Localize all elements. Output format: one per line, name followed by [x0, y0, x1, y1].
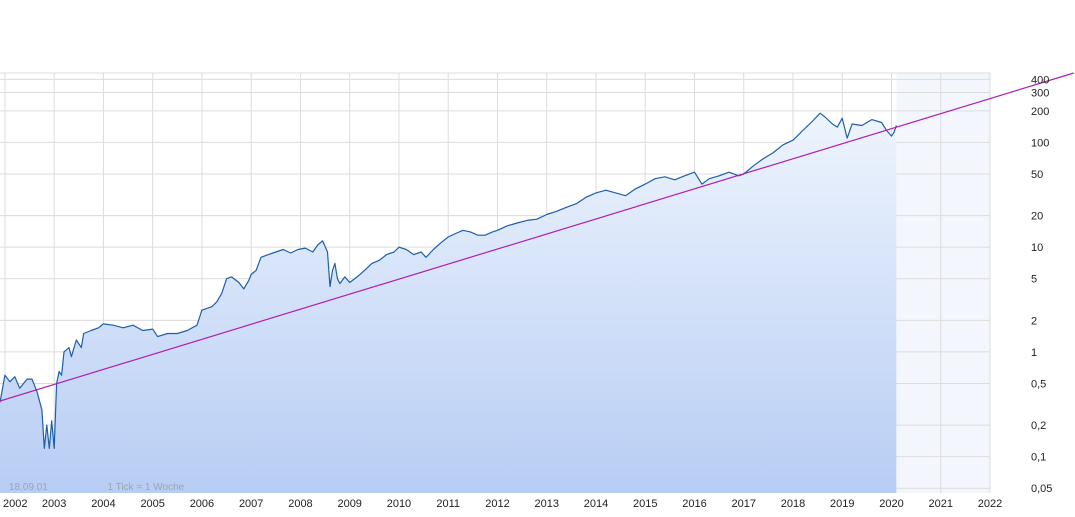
x-tick-label: 2016: [682, 498, 706, 510]
x-tick-label: 2012: [485, 498, 509, 510]
x-tick-label: 2017: [731, 498, 755, 510]
chart-annotation: 18.09.01: [9, 482, 48, 493]
trend-line: [0, 72, 1074, 402]
y-tick-label: 100: [1031, 137, 1049, 149]
y-tick-label: 50: [1031, 169, 1043, 181]
x-tick-label: 2002: [3, 498, 27, 510]
x-tick-label: 2013: [534, 498, 558, 510]
x-tick-label: 2008: [288, 498, 312, 510]
y-tick-label: 1: [1031, 347, 1037, 359]
x-tick-label: 2010: [387, 498, 411, 510]
y-tick-label: 0,5: [1031, 378, 1046, 390]
y-tick-label: 200: [1031, 106, 1049, 118]
x-tick-label: 2019: [830, 498, 854, 510]
y-tick-label: 0,05: [1031, 483, 1052, 495]
y-tick-label: 400: [1031, 74, 1049, 86]
y-tick-label: 300: [1031, 87, 1049, 99]
x-tick-label: 2003: [42, 498, 66, 510]
y-tick-label: 20: [1031, 211, 1043, 223]
x-tick-label: 2011: [436, 498, 460, 510]
x-tick-label: 2015: [633, 498, 657, 510]
x-tick-label: 2022: [978, 498, 1002, 510]
y-tick-label: 2: [1031, 315, 1037, 327]
future-region: [896, 73, 990, 493]
x-tick-label: 2006: [190, 498, 214, 510]
x-tick-label: 2007: [239, 498, 263, 510]
x-tick-label: 2020: [879, 498, 903, 510]
y-tick-label: 5: [1031, 274, 1037, 286]
x-tick-label: 2005: [140, 498, 164, 510]
chart-annotation: 1 Tick = 1 Woche: [107, 482, 184, 493]
y-tick-label: 0,2: [1031, 420, 1046, 432]
price-area: [0, 113, 897, 493]
x-tick-label: 2009: [337, 498, 361, 510]
y-tick-label: 10: [1031, 242, 1043, 254]
x-tick-label: 2018: [781, 498, 805, 510]
y-tick-label: 0,1: [1031, 452, 1046, 464]
x-tick-label: 2021: [929, 498, 953, 510]
x-tick-label: 2004: [91, 498, 115, 510]
x-tick-label: 2014: [584, 498, 608, 510]
